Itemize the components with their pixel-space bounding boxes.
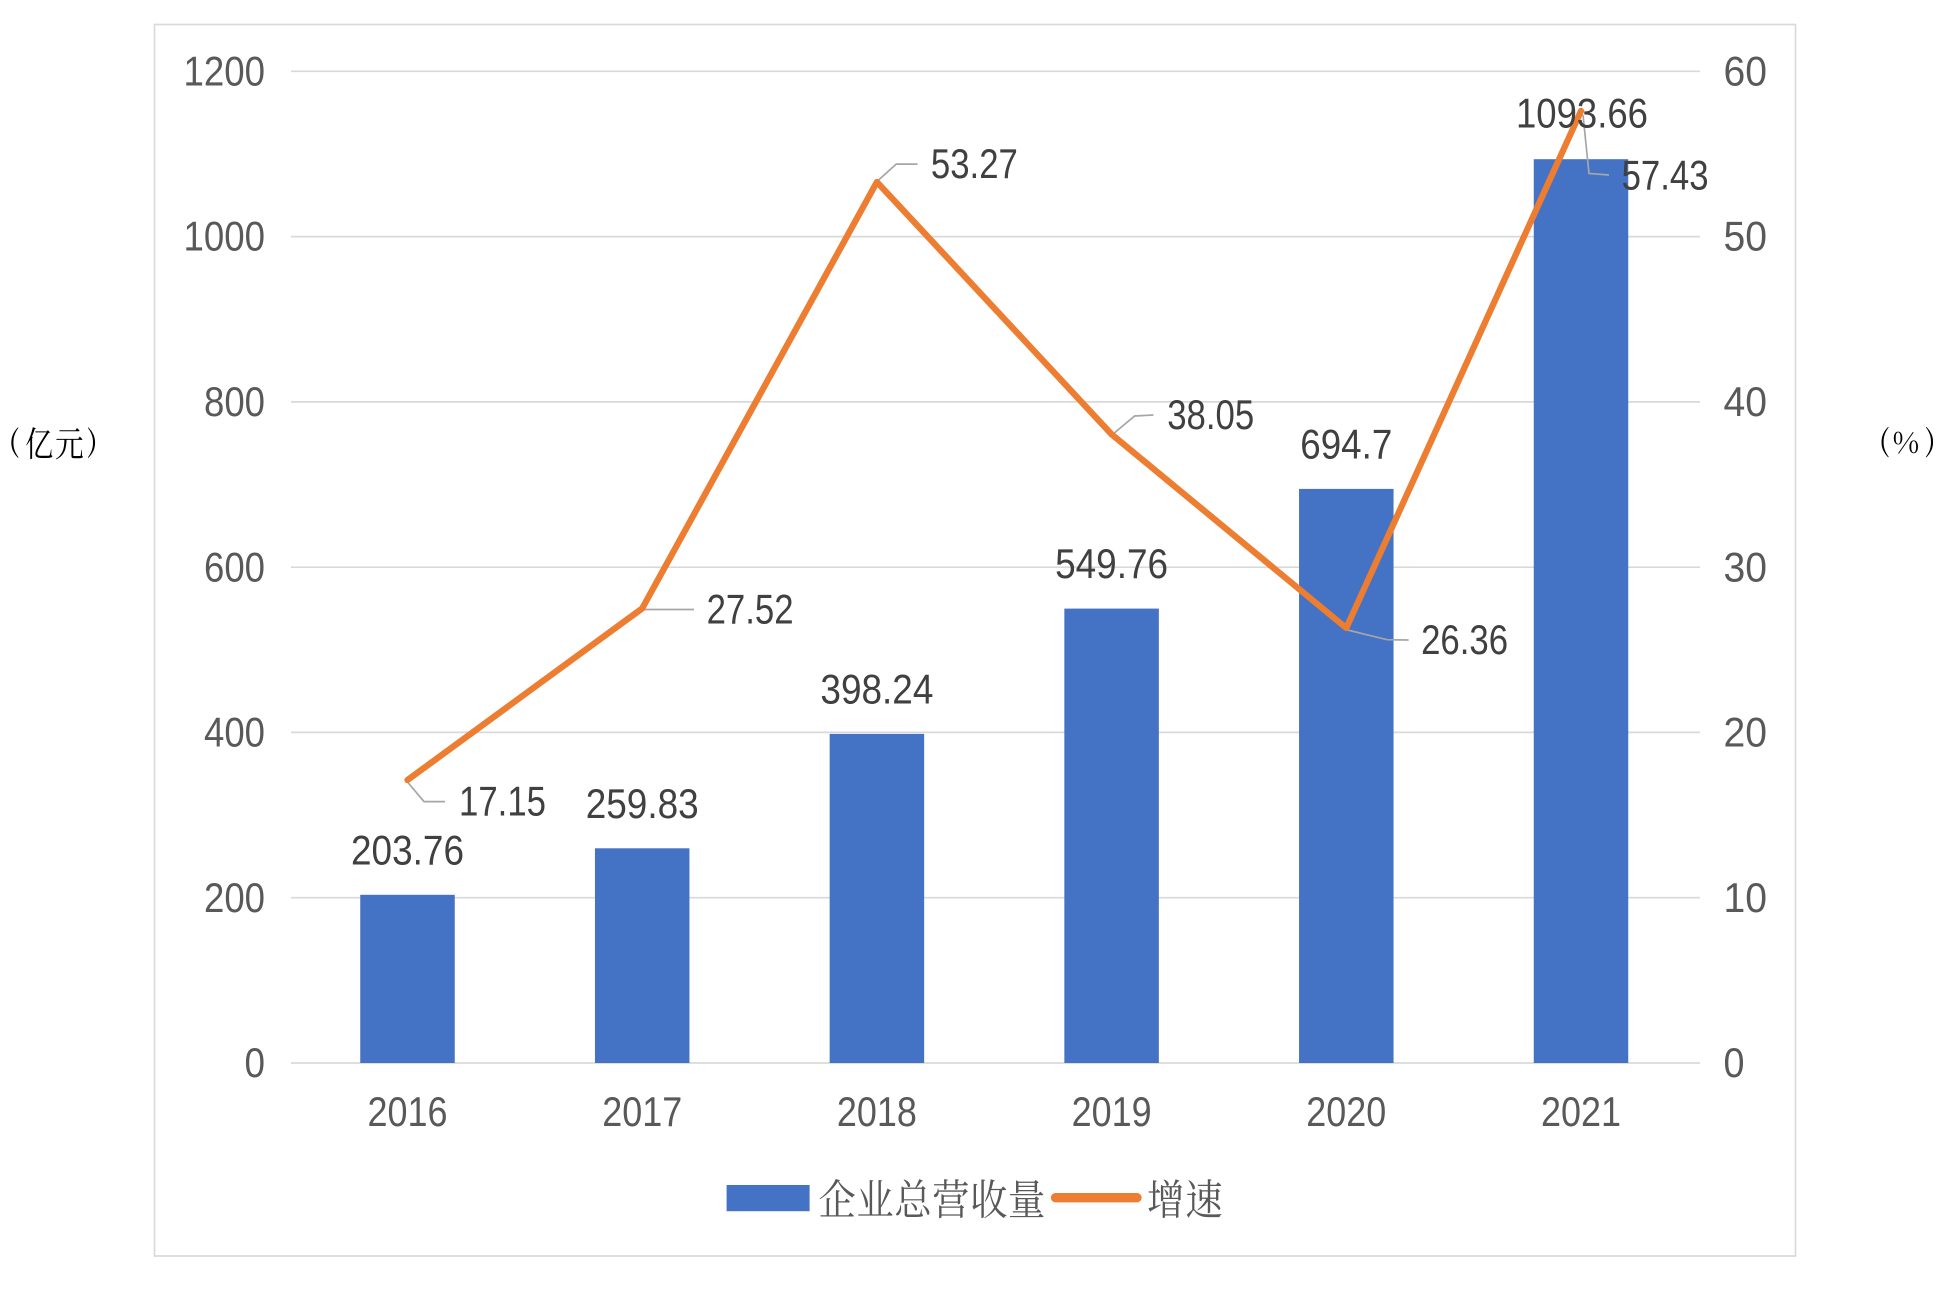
svg-text:2016: 2016: [368, 1088, 448, 1135]
svg-text:1093.66: 1093.66: [1516, 90, 1648, 137]
svg-text:259.83: 259.83: [586, 780, 699, 827]
svg-text:26.36: 26.36: [1421, 616, 1508, 663]
svg-text:800: 800: [204, 378, 265, 425]
svg-text:1200: 1200: [184, 47, 266, 94]
svg-text:2018: 2018: [837, 1088, 917, 1135]
svg-text:53.27: 53.27: [931, 140, 1018, 187]
svg-text:1000: 1000: [184, 213, 266, 260]
svg-text:30: 30: [1724, 543, 1768, 590]
svg-text:60: 60: [1724, 47, 1768, 94]
svg-text:2017: 2017: [602, 1088, 682, 1135]
svg-text:400: 400: [204, 709, 265, 756]
svg-text:38.05: 38.05: [1167, 391, 1254, 438]
svg-text:203.76: 203.76: [351, 826, 464, 873]
svg-text:2020: 2020: [1306, 1088, 1386, 1135]
svg-text:10: 10: [1724, 874, 1768, 921]
svg-text:20: 20: [1724, 709, 1768, 756]
svg-text:57.43: 57.43: [1622, 152, 1709, 199]
svg-text:0: 0: [245, 1039, 266, 1086]
svg-text:549.76: 549.76: [1055, 540, 1168, 587]
svg-text:600: 600: [204, 543, 265, 590]
svg-text:2021: 2021: [1541, 1088, 1621, 1135]
svg-text:40: 40: [1724, 378, 1768, 425]
svg-text:0: 0: [1724, 1039, 1745, 1086]
svg-text:50: 50: [1724, 213, 1768, 260]
svg-text:2019: 2019: [1072, 1088, 1152, 1135]
svg-text:694.7: 694.7: [1300, 421, 1392, 468]
svg-text:398.24: 398.24: [820, 666, 933, 713]
svg-text:27.52: 27.52: [707, 586, 794, 633]
svg-text:200: 200: [204, 874, 265, 921]
svg-text:17.15: 17.15: [459, 778, 546, 825]
